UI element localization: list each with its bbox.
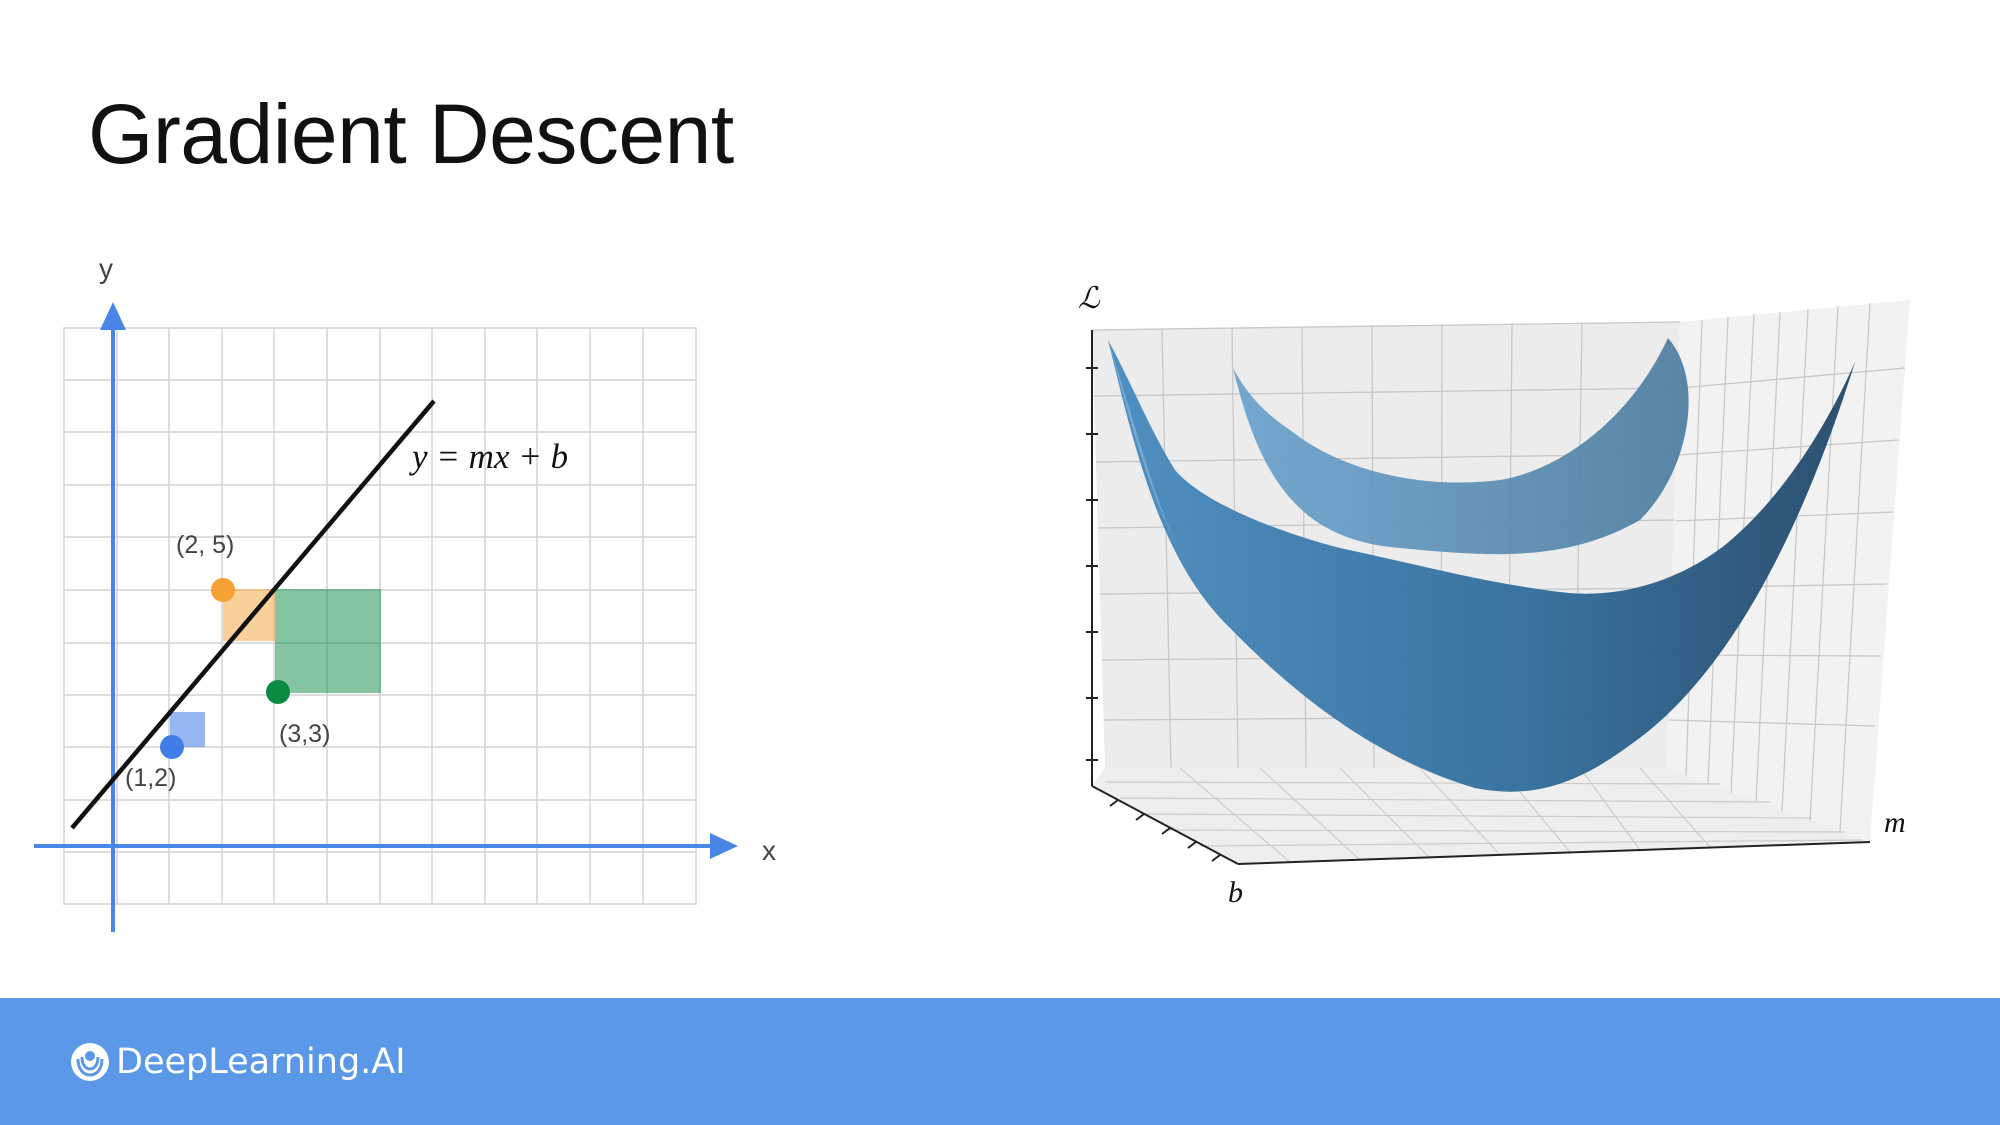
regression-line xyxy=(70,399,436,830)
right-plot: ℒ m b xyxy=(1078,282,1910,909)
loss-surface-front xyxy=(1108,340,1855,792)
plot-grid xyxy=(63,327,697,905)
loss-axis-label: ℒ xyxy=(1078,282,1101,315)
m-axis-label: m xyxy=(1884,806,1906,839)
y-axis-label: y xyxy=(99,253,113,284)
equation-label: y = mx + b xyxy=(409,437,568,476)
error-square-green xyxy=(275,589,381,693)
data-point-blue xyxy=(160,735,184,759)
side-wall xyxy=(1666,300,1910,842)
point-label: (2, 5) xyxy=(176,531,234,559)
b-axis-label: b xyxy=(1228,876,1243,909)
x-axis-label: x xyxy=(762,835,776,866)
data-point-orange xyxy=(211,578,235,602)
footer-bar xyxy=(0,998,2000,1125)
x-axis xyxy=(34,833,738,859)
data-point-green xyxy=(266,680,290,704)
brand-name: DeepLearning.AI xyxy=(116,1042,406,1082)
deeplearning-logo-icon xyxy=(71,1043,109,1081)
slide-diagrams: x y y = mx + b (2, 5) (3,3) (1,2) xyxy=(34,253,1910,932)
floor-grid xyxy=(1104,767,1863,863)
b-axis xyxy=(1091,785,1871,865)
point-label: (1,2) xyxy=(125,764,176,792)
point-label: (3,3) xyxy=(279,720,330,748)
brand-logo: DeepLearning.AI xyxy=(70,1040,406,1084)
left-plot: x y y = mx + b (2, 5) (3,3) (1,2) xyxy=(34,253,776,932)
y-axis xyxy=(100,302,126,932)
loss-surface-back xyxy=(1233,338,1689,555)
z-axis xyxy=(1086,330,1098,786)
slide-title: Gradient Descent xyxy=(88,87,734,181)
